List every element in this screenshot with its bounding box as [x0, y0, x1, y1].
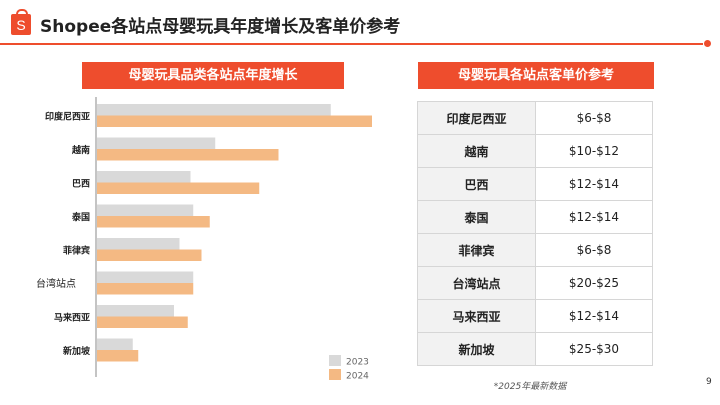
category-label: 越南: [71, 144, 90, 156]
price-cell: $12-$14: [535, 200, 653, 234]
bar-2024: [97, 115, 372, 127]
logo-letter: S: [16, 17, 26, 33]
table-row: 泰国 $12-$14: [417, 200, 653, 234]
bar-2023: [97, 104, 331, 116]
bar-2023: [97, 171, 191, 183]
category-label: 印度尼西亚: [45, 111, 90, 123]
price-cell: $20-$25: [535, 266, 653, 300]
site-cell: 泰国: [417, 200, 536, 234]
site-cell: 菲律宾: [417, 233, 536, 267]
table-header: 母婴玩具各站点客单价参考: [418, 62, 654, 89]
chart-header: 母婴玩具品类各站点年度增长: [82, 62, 344, 89]
bar-2023: [97, 271, 194, 283]
legend-label: 2023: [346, 358, 369, 368]
table-row: 菲律宾 $6-$8: [417, 233, 653, 267]
price-table: 印度尼西亚 $6-$8 越南 $10-$12 巴西 $12-$14 泰国 $12-$14 菲律宾…: [417, 101, 653, 366]
bar-2023: [97, 238, 180, 250]
bar-2024: [97, 182, 260, 194]
table-row: 印度尼西亚 $6-$8: [417, 101, 653, 135]
slide-title: Shopee各站点母婴玩具年度增长及客单价参考: [40, 17, 401, 37]
legend-swatch: [329, 369, 341, 380]
price-cell: $12-$14: [535, 167, 653, 201]
price-cell: $10-$12: [535, 134, 653, 168]
divider-dot: [704, 40, 711, 47]
table-row: 巴西 $12-$14: [417, 167, 653, 201]
bar-2024: [97, 249, 202, 261]
price-cell: $6-$8: [535, 101, 653, 135]
price-cell: $6-$8: [535, 233, 653, 267]
table-row: 台湾站点 $20-$25: [417, 266, 653, 300]
site-cell: 台湾站点: [417, 266, 536, 300]
bar-2024: [97, 283, 194, 295]
footnote: *2025年最新数据: [493, 382, 567, 392]
site-cell: 马来西亚: [417, 299, 536, 333]
bar-2024: [97, 350, 139, 362]
bar-2024: [97, 316, 188, 328]
site-cell: 越南: [417, 134, 536, 168]
bar-2023: [97, 338, 133, 350]
bar-2023: [97, 204, 194, 216]
category-label: 泰国: [71, 211, 90, 223]
legend-label: 2024: [346, 372, 369, 381]
title-divider: [0, 43, 703, 45]
category-label: 新加坡: [63, 345, 91, 357]
site-cell: 印度尼西亚: [417, 101, 536, 135]
category-label: 马来西亚: [54, 312, 90, 324]
bar-2024: [97, 216, 210, 228]
price-cell: $12-$14: [535, 299, 653, 333]
site-cell: 巴西: [417, 167, 536, 201]
category-label: 巴西: [72, 179, 90, 190]
bar-2023: [97, 137, 216, 149]
bar-2023: [97, 305, 174, 317]
table-row: 越南 $10-$12: [417, 134, 653, 168]
bar-2024: [97, 149, 279, 161]
category-label: 菲律宾: [63, 245, 90, 257]
category-label: 台湾站点: [36, 277, 76, 290]
page-number: 9: [706, 377, 712, 387]
legend-swatch: [329, 355, 341, 366]
table-row: 马来西亚 $12-$14: [417, 299, 653, 333]
site-cell: 新加坡: [417, 332, 536, 366]
price-cell: $25-$30: [535, 332, 653, 366]
shopee-logo-icon: S: [11, 9, 31, 35]
table-row: 新加坡 $25-$30: [417, 332, 653, 366]
